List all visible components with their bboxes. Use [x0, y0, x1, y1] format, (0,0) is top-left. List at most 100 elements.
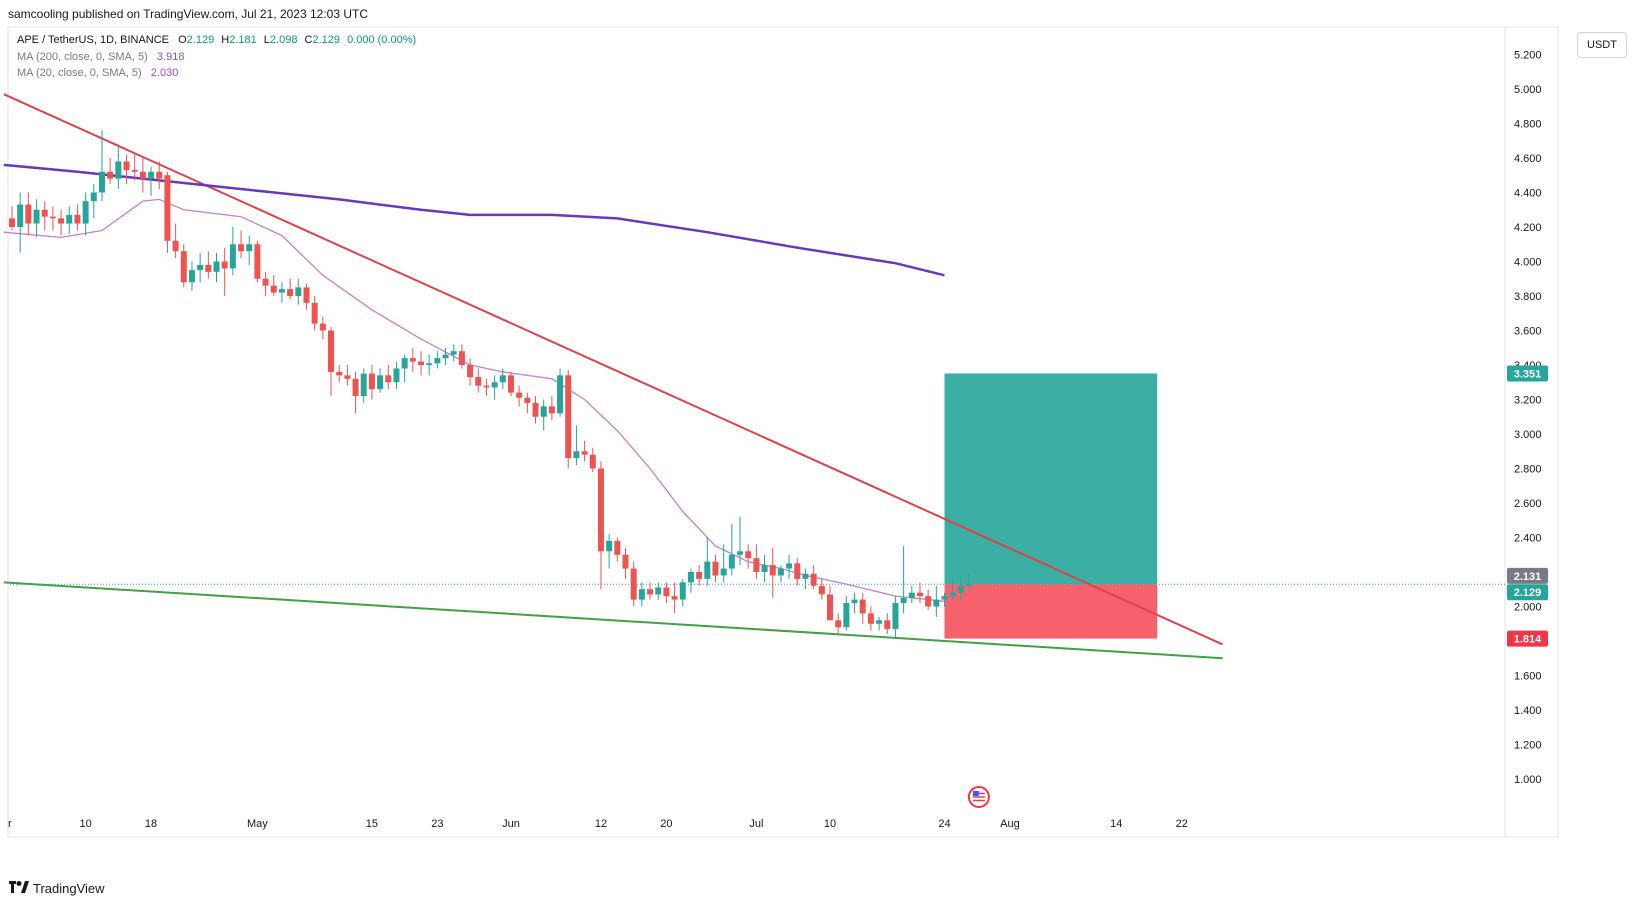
candle [303, 283, 310, 310]
candle-body [467, 365, 474, 378]
price-tag-bg [1507, 365, 1548, 382]
candle [107, 158, 114, 184]
candle-body [622, 554, 629, 569]
candle [843, 596, 850, 631]
long-position-tool[interactable] [944, 373, 1158, 639]
candle-body [246, 244, 253, 252]
candle-body [761, 565, 768, 572]
tradingview-logo-icon [9, 880, 29, 896]
candle [74, 204, 81, 231]
candle-body [565, 375, 572, 459]
time-axis[interactable]: r 10 18 May 15 23 Jun 12 20 Jul 10 24 Aug 14 22 [8, 818, 1188, 830]
candle-body [925, 596, 932, 607]
candle-body [205, 264, 212, 272]
y-tick-label: 1.200 [1514, 740, 1542, 752]
price-tags: 3.351 2.131 2.129 1.814 [1507, 365, 1548, 647]
price-tag: 3.351 [1507, 365, 1548, 382]
candle-body [131, 170, 138, 172]
support-trendline [3, 581, 1223, 660]
candle [328, 327, 335, 397]
candle [728, 523, 735, 576]
candle-body [704, 561, 711, 579]
candle [761, 554, 768, 583]
candle-body [401, 358, 408, 369]
candle-body [892, 603, 899, 629]
candle [614, 537, 621, 562]
candle [66, 206, 73, 234]
candle [647, 582, 654, 600]
candle-body [679, 582, 686, 600]
candle [835, 613, 842, 635]
currency-button[interactable]: USDT [1577, 32, 1627, 58]
candle-body [74, 214, 81, 224]
ma20-legend[interactable]: MA (20, close, 0, SMA, 5) 2.030 [17, 67, 178, 79]
y-tick-label: 3.200 [1514, 395, 1542, 407]
candle-body [311, 302, 318, 324]
candle [606, 534, 613, 569]
x-tick-label: Aug [1000, 818, 1020, 830]
candle [867, 606, 874, 631]
candle-body [663, 587, 670, 597]
candle [25, 192, 32, 236]
candle-body [90, 192, 97, 202]
candle-body [442, 354, 449, 359]
candle [925, 589, 932, 610]
price-tag-bg [1507, 584, 1548, 601]
candle-body [107, 171, 114, 179]
candle [900, 546, 907, 614]
candle-body [33, 209, 40, 224]
candle [238, 230, 245, 259]
candle [916, 582, 923, 604]
candle [851, 592, 858, 614]
candle-body [409, 358, 416, 362]
candle-body [287, 289, 294, 296]
price-axis[interactable]: 1.0001.2001.4001.6001.8002.0002.2002.400… [1514, 50, 1542, 787]
candle-body [148, 171, 155, 179]
candle [164, 171, 171, 253]
candle [957, 575, 964, 600]
candle [368, 365, 375, 400]
candle [933, 585, 940, 617]
open-value: 2.129 [186, 34, 215, 46]
tradingview-wordmark: TradingView [33, 880, 105, 896]
resistance-trendline [3, 93, 1224, 646]
candle [810, 565, 817, 590]
candle [794, 558, 801, 586]
candle [483, 378, 490, 397]
symbol-name[interactable]: APE / TetherUS, 1D, BINANCE [17, 34, 170, 46]
candle-body [876, 620, 883, 624]
candle [966, 573, 973, 591]
candle-body [843, 603, 850, 628]
candle [401, 354, 408, 383]
candle [98, 130, 105, 202]
candle-body [180, 251, 187, 283]
x-tick-label: 15 [366, 818, 378, 830]
flag-canton [972, 791, 979, 796]
candle [557, 368, 564, 417]
candle [908, 585, 915, 604]
ma200-legend[interactable]: MA (200, close, 0, SMA, 5) 3.918 [17, 51, 184, 63]
y-tick-label: 2.600 [1514, 498, 1542, 510]
high-value: 2.181 [229, 34, 257, 46]
us-flag-icon[interactable] [967, 786, 990, 808]
candle-body [957, 585, 964, 593]
x-tick-label: 10 [79, 818, 91, 830]
candle [123, 154, 130, 184]
candle-body [507, 375, 514, 393]
candle [827, 585, 833, 621]
candle-body [426, 363, 433, 365]
candle-body [638, 589, 645, 600]
candle [270, 275, 277, 296]
candle-body [319, 323, 326, 331]
candle-body [98, 171, 105, 193]
high-label: H [221, 34, 230, 46]
candle [499, 368, 506, 390]
published-header: samcooling published on TradingView.com,… [8, 7, 368, 21]
candle-body [139, 171, 146, 179]
price-tag: 2.131 [1507, 567, 1548, 584]
ma200-label: MA (200, close, 0, SMA, 5) [17, 51, 148, 63]
candle-body [483, 385, 490, 388]
candle-body [548, 406, 555, 414]
price-tag: 2.129 [1507, 584, 1548, 601]
